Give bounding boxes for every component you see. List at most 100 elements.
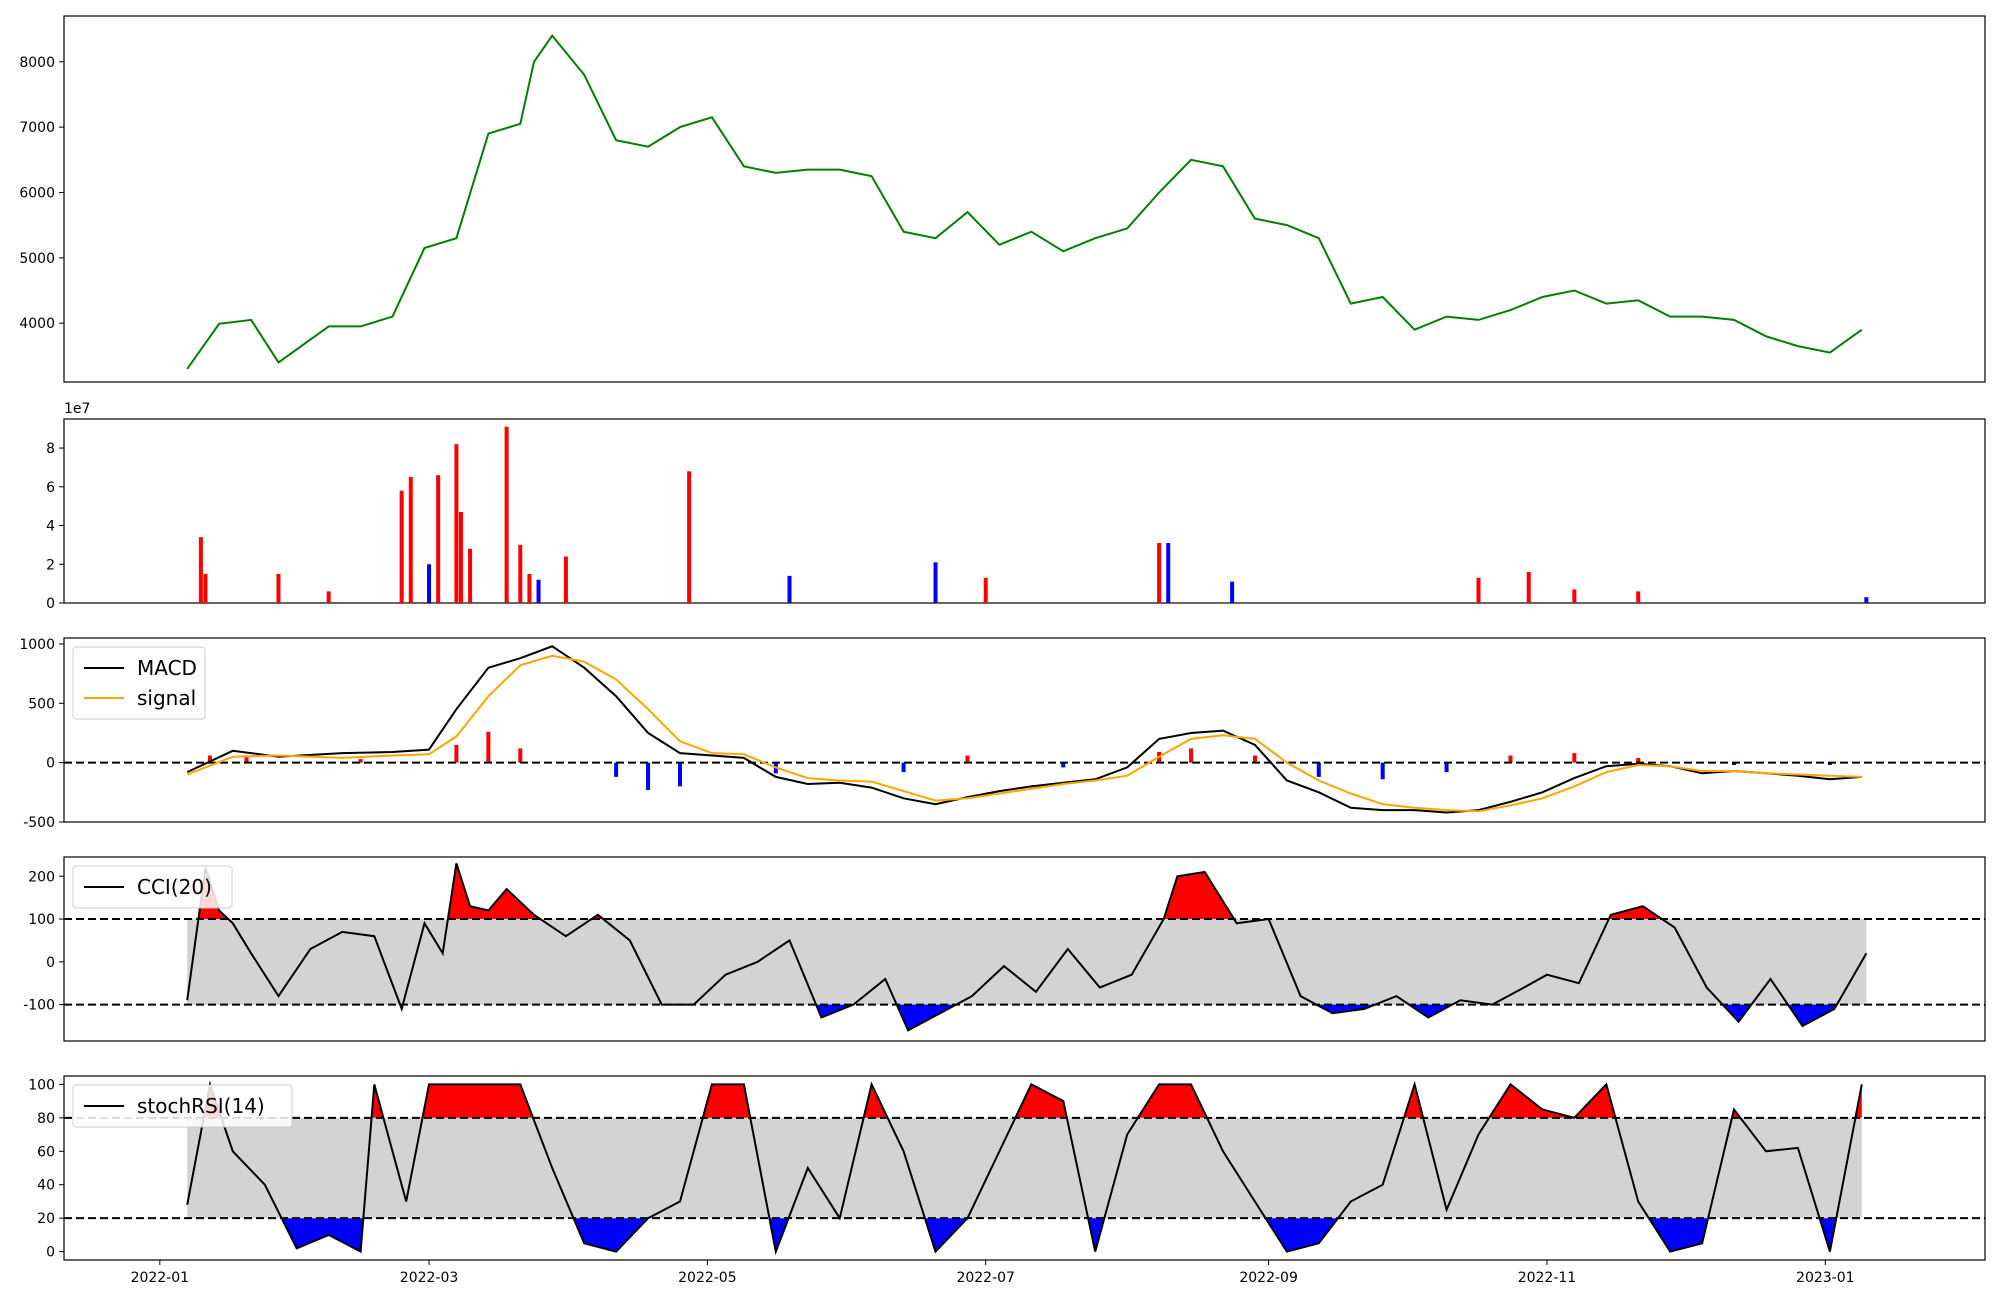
panel-frame bbox=[63, 1075, 1986, 1261]
stochrsi-overbought-fill bbox=[1489, 1084, 1575, 1118]
macd-histogram-bar bbox=[454, 744, 459, 763]
y-tick-label: 5000 bbox=[19, 251, 55, 267]
y-tick-label: 8000 bbox=[19, 55, 55, 71]
volume-bar bbox=[458, 511, 463, 603]
cci-overbought-fill bbox=[447, 863, 541, 919]
volume-offset-text: 1e7 bbox=[64, 401, 90, 417]
legend-label: stochRSI(14) bbox=[137, 1094, 265, 1118]
legend bbox=[72, 646, 206, 720]
y-tick-label: 100 bbox=[28, 912, 55, 928]
volume-bar bbox=[399, 490, 404, 603]
macd-histogram-bar bbox=[1189, 748, 1194, 763]
volume-bar bbox=[1864, 597, 1869, 603]
stochrsi-neutral-band bbox=[187, 1117, 1862, 1219]
volume-bar bbox=[1157, 542, 1162, 603]
y-tick-label: 20 bbox=[37, 1211, 55, 1227]
volume-bar bbox=[436, 475, 441, 603]
y-tick-label: 0 bbox=[46, 1245, 55, 1261]
macd-histogram-bar bbox=[208, 755, 213, 763]
legend bbox=[72, 1084, 293, 1128]
stochrsi-oversold-fill bbox=[1648, 1218, 1709, 1252]
panel-frame bbox=[63, 856, 1986, 1042]
cci-oversold-fill bbox=[1409, 1004, 1453, 1018]
y-tick-label: 40 bbox=[37, 1178, 55, 1194]
y-tick-label: -500 bbox=[23, 815, 55, 831]
cci-panel: -100 0 100 200 CCI(20) bbox=[23, 856, 1986, 1042]
y-tick-label: 1000 bbox=[19, 637, 55, 653]
macd-histogram-bar bbox=[1827, 762, 1832, 766]
macd-histogram-bar bbox=[1061, 762, 1066, 768]
volume-bar bbox=[1166, 542, 1171, 603]
x-tick-label: 2023-01 bbox=[1796, 1270, 1855, 1286]
macd-histogram-bar bbox=[646, 762, 651, 790]
legend-label: CCI(20) bbox=[137, 875, 212, 899]
y-tick-label: 4000 bbox=[19, 316, 55, 332]
stochrsi-panel: 0 20 40 60 80 100 stochRSI(14) bbox=[28, 1075, 1986, 1261]
volume-bar bbox=[454, 444, 459, 603]
x-tick-label: 2022-01 bbox=[131, 1270, 190, 1286]
volume-bar bbox=[563, 556, 568, 603]
y-tick-label: 100 bbox=[28, 1077, 55, 1093]
y-tick-label: 60 bbox=[37, 1144, 55, 1160]
macd-histogram-bar bbox=[901, 762, 906, 773]
y-tick-label: 8 bbox=[46, 441, 55, 457]
volume-bar bbox=[983, 577, 988, 603]
volume-bar bbox=[276, 573, 281, 603]
cci-oversold-fill bbox=[1722, 1004, 1752, 1022]
panel-frame bbox=[63, 637, 1986, 823]
volume-bar bbox=[504, 426, 509, 603]
macd-histogram-bar bbox=[1732, 762, 1737, 766]
volume-bar bbox=[933, 562, 938, 603]
volume-panel: 0 2 4 6 8 1e7 bbox=[46, 401, 1986, 612]
stochrsi-overbought-fill bbox=[1574, 1084, 1616, 1118]
volume-bar bbox=[408, 477, 413, 603]
cci-overbought-fill bbox=[1608, 906, 1662, 919]
macd-histogram-bar bbox=[358, 759, 363, 763]
stochrsi-oversold-fill bbox=[1819, 1218, 1837, 1252]
macd-histogram-bar bbox=[1636, 757, 1641, 763]
macd-histogram-bar bbox=[1508, 755, 1513, 763]
stochrsi-line bbox=[186, 1080, 1863, 1256]
volume-bar bbox=[527, 573, 532, 603]
cci-line bbox=[186, 863, 1868, 1032]
price-line bbox=[186, 33, 1863, 370]
macd-histogram-bar bbox=[486, 731, 491, 763]
y-tick-label: 7000 bbox=[19, 120, 55, 136]
macd-histogram-bar bbox=[614, 762, 619, 777]
stochrsi-overbought-fill bbox=[1137, 1084, 1207, 1118]
macd-histogram-bar bbox=[1572, 753, 1577, 763]
macd-histogram-bar bbox=[1444, 762, 1449, 773]
stochrsi-oversold-fill bbox=[573, 1218, 649, 1252]
x-tick-label: 2022-03 bbox=[400, 1270, 459, 1286]
volume-bar bbox=[1572, 589, 1577, 603]
cci-overbought-fill bbox=[1163, 872, 1234, 919]
volume-bar bbox=[198, 537, 203, 603]
volume-bar bbox=[518, 544, 523, 603]
y-tick-label: 4 bbox=[46, 519, 55, 535]
volume-bar bbox=[1636, 591, 1641, 603]
stochrsi-overbought-fill bbox=[702, 1084, 751, 1118]
y-tick-label: 500 bbox=[28, 696, 55, 712]
macd-histogram-bar bbox=[677, 762, 682, 787]
stochrsi-oversold-fill bbox=[924, 1218, 968, 1252]
panel-frame bbox=[63, 15, 1986, 383]
volume-bar bbox=[787, 575, 792, 603]
stochrsi-oversold-fill bbox=[1088, 1218, 1105, 1252]
macd-histogram-bar bbox=[1316, 762, 1321, 777]
legend bbox=[72, 865, 233, 909]
cci-oversold-fill bbox=[896, 1004, 957, 1031]
x-tick-label: 2022-05 bbox=[678, 1270, 737, 1286]
y-tick-label: -100 bbox=[23, 998, 55, 1014]
y-tick-label: 0 bbox=[46, 756, 55, 772]
y-tick-label: 200 bbox=[28, 869, 55, 885]
stochrsi-oversold-fill bbox=[281, 1218, 364, 1252]
x-axis: 2022-01 2022-03 2022-05 2022-07 2022-09 2022-… bbox=[131, 1260, 1855, 1286]
y-tick-label: 6000 bbox=[19, 185, 55, 201]
volume-bar bbox=[1476, 577, 1481, 603]
macd-histogram-bar bbox=[1252, 755, 1257, 763]
x-tick-label: 2022-07 bbox=[956, 1270, 1015, 1286]
volume-bar bbox=[427, 564, 432, 603]
macd-line bbox=[186, 645, 1862, 814]
volume-bar bbox=[203, 573, 208, 603]
